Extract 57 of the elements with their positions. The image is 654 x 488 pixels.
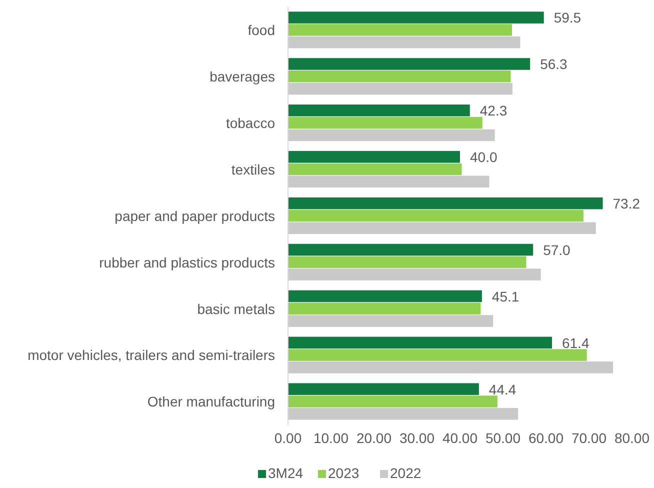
- bar: [288, 70, 511, 82]
- y-tick-label: textiles: [231, 161, 275, 178]
- bar: [288, 408, 518, 420]
- bar: [288, 315, 494, 327]
- bar: [288, 82, 512, 95]
- y-tick-label: motor vehicles, trailers and semi-trailers: [28, 347, 275, 364]
- bar: [288, 290, 482, 302]
- x-tick-label: 70.00: [571, 430, 607, 446]
- bar: [288, 268, 541, 280]
- bar: [288, 336, 552, 349]
- bar: [288, 36, 520, 48]
- x-tick-label: 40.00: [442, 430, 478, 446]
- legend-label: 3M24: [268, 465, 304, 481]
- bar: [288, 197, 603, 210]
- legend-label: 2023: [328, 465, 360, 481]
- bar: [288, 163, 462, 176]
- bar: [288, 349, 587, 361]
- bar: [288, 362, 614, 374]
- data-label: 45.1: [492, 288, 520, 304]
- y-tick-label: food: [248, 22, 275, 38]
- data-label: 59.5: [554, 10, 582, 26]
- bar: [288, 256, 526, 268]
- bar: [288, 104, 470, 116]
- y-tick-label: tobacco: [226, 115, 276, 132]
- data-label: 40.0: [470, 149, 498, 166]
- x-tick-label: 80.00: [614, 430, 650, 446]
- bar: [288, 383, 479, 395]
- x-tick-label: 50.00: [485, 430, 521, 446]
- data-label: 42.3: [480, 102, 508, 119]
- x-tick-label: 20.00: [356, 430, 392, 446]
- bar: [288, 396, 498, 408]
- bar: [288, 244, 534, 256]
- bar: [288, 176, 490, 188]
- legend-label: 2022: [390, 465, 422, 481]
- data-label: 56.3: [540, 56, 568, 72]
- y-tick-label: baverages: [210, 68, 275, 85]
- x-tick-label: 30.00: [399, 430, 435, 446]
- data-label: 57.0: [543, 242, 571, 258]
- bar: [288, 24, 512, 36]
- bar: [288, 222, 596, 234]
- data-label: 73.2: [612, 196, 640, 212]
- bar: [288, 150, 460, 163]
- y-tick-label: paper and paper products: [114, 208, 275, 224]
- bar: [288, 58, 530, 70]
- x-tick-label: 10.00: [313, 430, 349, 446]
- x-tick-label: 0.00: [274, 430, 302, 446]
- bar: [288, 129, 495, 142]
- data-label: 44.4: [488, 381, 516, 398]
- bar: [288, 210, 584, 222]
- bar: [288, 12, 544, 24]
- y-tick-label: Other manufacturing: [147, 394, 275, 410]
- data-label: 61.4: [562, 334, 590, 351]
- x-tick-label: 60.00: [528, 430, 564, 446]
- bar: [288, 116, 482, 129]
- y-tick-label: rubber and plastics products: [99, 254, 275, 270]
- bar: [288, 302, 481, 314]
- y-tick-label: basic metals: [197, 300, 275, 317]
